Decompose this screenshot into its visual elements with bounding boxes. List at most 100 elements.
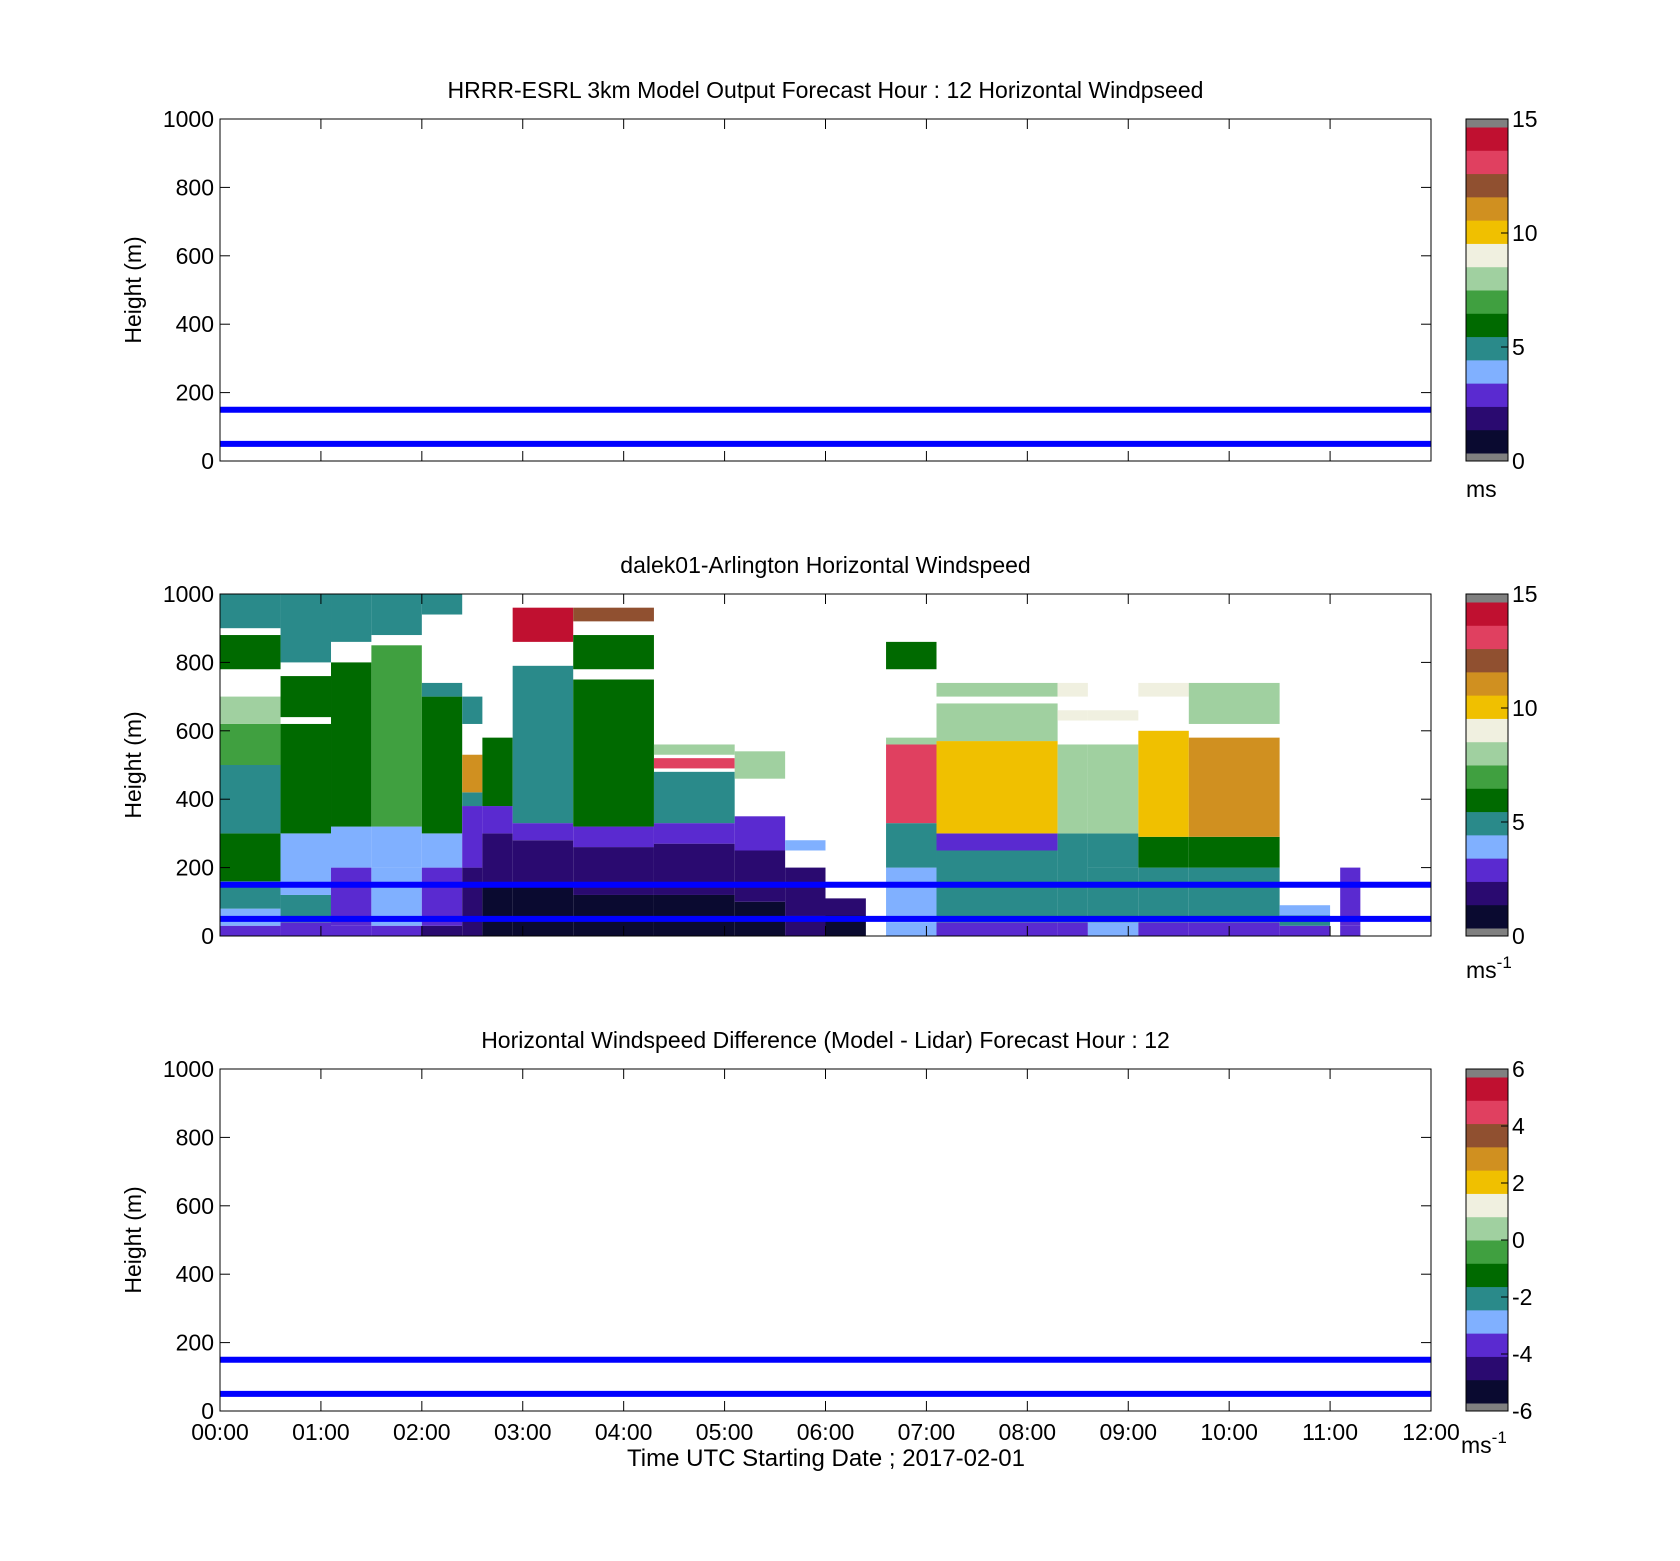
heatmap-cell: [1188, 737, 1280, 837]
colorbar-swatch: [1466, 1403, 1508, 1412]
heatmap-cell: [220, 635, 281, 670]
heatmap-cell: [331, 594, 372, 642]
heatmap-cell: [1138, 682, 1189, 697]
colorbar-swatch: [1466, 718, 1508, 743]
colorbar-tick-label: 5: [1512, 334, 1525, 360]
colorbar-tick-label: 0: [1512, 923, 1525, 949]
heatmap-cell: [462, 867, 483, 936]
heatmap-cell: [1138, 730, 1189, 837]
colorbar-swatch: [1466, 1356, 1508, 1381]
colorbar-swatch: [1466, 119, 1508, 128]
x-tick-label: 03:00: [494, 1419, 552, 1445]
colorbar-swatch: [1466, 741, 1508, 766]
heatmap-cell: [886, 867, 937, 923]
heatmap-cell: [936, 741, 1058, 834]
heatmap-cell: [1279, 905, 1331, 916]
y-axis-label: Height (m): [120, 711, 146, 818]
y-tick-label: 200: [176, 1330, 214, 1356]
colorbar-swatch: [1466, 881, 1508, 906]
colorbar-swatch: [1466, 1100, 1508, 1125]
colorbar-unit: ms-1: [1466, 953, 1512, 983]
y-tick-label: 1000: [163, 106, 214, 132]
colorbar-tick-label: 6: [1512, 1056, 1525, 1082]
heatmap-cell: [734, 816, 786, 851]
colorbar-tick-label: 10: [1512, 220, 1538, 246]
colorbar-swatch: [1466, 904, 1508, 929]
colorbar-swatch: [1466, 127, 1508, 151]
heatmap-cell: [462, 806, 483, 868]
colorbar-tick-label: 5: [1512, 809, 1525, 835]
x-tick-label: 05:00: [696, 1419, 754, 1445]
heatmap-cell: [734, 751, 786, 779]
heatmap-cell: [512, 665, 574, 824]
colorbar-swatch: [1466, 1286, 1508, 1311]
heatmap-cell: [825, 898, 866, 916]
heatmap-cell: [462, 754, 483, 793]
heatmap-cell: [482, 833, 513, 885]
heatmap-cell: [421, 696, 463, 834]
colorbar-tick-label: -2: [1512, 1284, 1532, 1310]
heatmap-cell: [653, 894, 735, 936]
heatmap-cell: [331, 925, 372, 936]
heatmap-cell: [220, 594, 281, 629]
heatmap-cell: [1188, 836, 1280, 868]
heatmap-cell: [1188, 682, 1280, 724]
colorbar-tick-label: 0: [1512, 1227, 1525, 1253]
heatmap-cell: [280, 723, 332, 834]
y-tick-label: 800: [176, 649, 214, 675]
heatmap-cell: [653, 758, 735, 769]
heatmap-cell: [512, 840, 574, 885]
heatmap-cell: [371, 645, 422, 827]
heatmap-cell: [734, 850, 786, 902]
y-tick-label: 400: [176, 311, 214, 337]
colorbar-swatch: [1466, 625, 1508, 650]
colorbar-swatch: [1466, 406, 1508, 431]
heatmap-cell: [512, 607, 574, 642]
heatmap-cell: [421, 925, 463, 936]
colorbar-swatch: [1466, 1069, 1508, 1078]
heatmap-cell: [886, 922, 937, 936]
heatmap-cell: [1340, 925, 1361, 936]
y-tick-label: 800: [176, 174, 214, 200]
panel-title: HRRR-ESRL 3km Model Output Forecast Hour…: [448, 77, 1204, 103]
colorbar-swatch: [1466, 1077, 1508, 1101]
heatmap-cell: [1087, 710, 1139, 721]
heatmap-cell: [371, 925, 422, 936]
colorbar-swatch: [1466, 290, 1508, 314]
x-tick-label: 08:00: [999, 1419, 1057, 1445]
y-tick-label: 600: [176, 718, 214, 744]
heatmap-cell: [1087, 744, 1139, 834]
heatmap-cell: [573, 826, 654, 848]
colorbar-swatch: [1466, 173, 1508, 198]
x-tick-label: 02:00: [393, 1419, 451, 1445]
heatmap-cell: [220, 723, 281, 765]
x-tick-label: 07:00: [898, 1419, 956, 1445]
x-tick-label: 11:00: [1302, 1419, 1358, 1445]
heatmap-cell: [1087, 922, 1139, 936]
colorbar-swatch: [1466, 765, 1508, 789]
colorbar-swatch: [1466, 266, 1508, 291]
colorbar-swatch: [1466, 834, 1508, 859]
x-tick-label: 04:00: [595, 1419, 653, 1445]
x-tick-label: 01:00: [292, 1419, 350, 1445]
colorbar-swatch: [1466, 648, 1508, 673]
heatmap-cell: [1138, 836, 1189, 868]
heatmap-cell: [331, 662, 372, 827]
x-tick-label: 10:00: [1200, 1419, 1258, 1445]
panel-2: dalek01-Arlington Horizontal Windspeed 0 2…: [120, 552, 1538, 983]
heatmap-cell: [886, 744, 937, 824]
y-tick-label: 0: [201, 923, 214, 949]
heatmap-cell: [1057, 710, 1088, 721]
heatmap-cell: [886, 641, 937, 670]
colorbar-swatch: [1466, 1263, 1508, 1288]
colorbar-tick-label: 2: [1512, 1170, 1525, 1196]
panel-3: Horizontal Windspeed Difference (Model -…: [120, 1027, 1533, 1458]
y-tick-label: 800: [176, 1124, 214, 1150]
colorbar-swatch: [1466, 788, 1508, 813]
colorbar-swatch: [1466, 1216, 1508, 1241]
heatmap-cell: [1057, 682, 1088, 697]
heatmap-cell: [573, 679, 654, 827]
heatmap-cell: [421, 833, 463, 868]
colorbar-swatch: [1466, 383, 1508, 407]
